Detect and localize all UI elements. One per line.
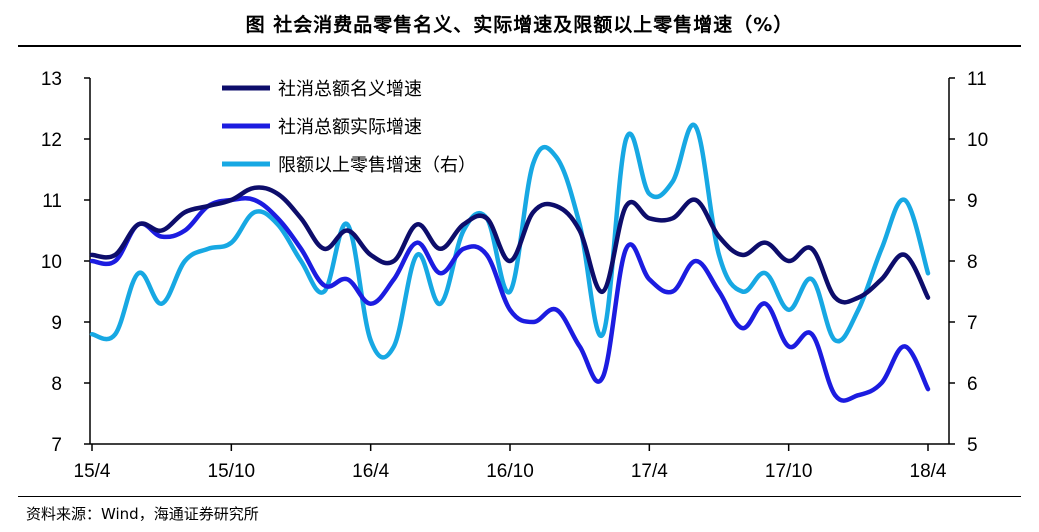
y-left-tick-label: 11 — [42, 191, 62, 212]
footer-rule — [18, 496, 1021, 497]
x-tick-label: 16/10 — [486, 461, 534, 482]
x-tick-label: 16/4 — [352, 461, 389, 482]
legend-label-3: 限额以上零售增速（右） — [278, 155, 476, 176]
x-tick-label: 17/4 — [631, 461, 668, 482]
legend-label-1: 社消总额名义增速 — [278, 79, 422, 100]
chart-axes: 7 8 9 10 11 12 13 5 6 7 8 9 10 11 15/4 15/10 16/4 16/10 17… — [41, 69, 988, 482]
chart-title: 图 社会消费品零售名义、实际增速及限额以上零售增速（%） — [245, 14, 794, 36]
source-note: 资料来源：Wind，海通证券研究所 — [26, 505, 259, 523]
series-layer — [89, 122, 931, 403]
y-left-tick-label: 13 — [41, 69, 62, 90]
y-right-tick-label: 6 — [967, 374, 978, 395]
series-line-2 — [89, 196, 931, 403]
y-right-tick-label: 10 — [967, 130, 988, 151]
y-left-tick-label: 12 — [41, 130, 62, 151]
x-tick-label: 18/4 — [910, 461, 947, 482]
title-rule — [18, 45, 1021, 47]
x-tick-label: 15/10 — [208, 461, 256, 482]
y-left-tick-label: 10 — [41, 252, 62, 273]
series-line-1 — [89, 185, 931, 305]
y-right-tick-label: 8 — [967, 252, 978, 273]
series-line-3 — [89, 122, 931, 360]
y-right-tick-label: 7 — [967, 313, 978, 334]
y-right-tick-label: 9 — [967, 191, 978, 212]
x-tick-label: 15/4 — [74, 461, 111, 482]
y-left-tick-label: 7 — [51, 435, 62, 456]
line-chart: 7 8 9 10 11 12 13 5 6 7 8 9 10 11 15/4 15/10 16/4 16/10 17… — [41, 69, 988, 482]
legend-label-2: 社消总额实际增速 — [278, 117, 422, 138]
y-right-tick-label: 5 — [967, 435, 978, 456]
x-tick-label: 17/10 — [765, 461, 813, 482]
y-right-tick-label: 11 — [967, 69, 987, 90]
y-left-tick-label: 8 — [51, 374, 62, 395]
y-left-tick-label: 9 — [51, 313, 62, 334]
